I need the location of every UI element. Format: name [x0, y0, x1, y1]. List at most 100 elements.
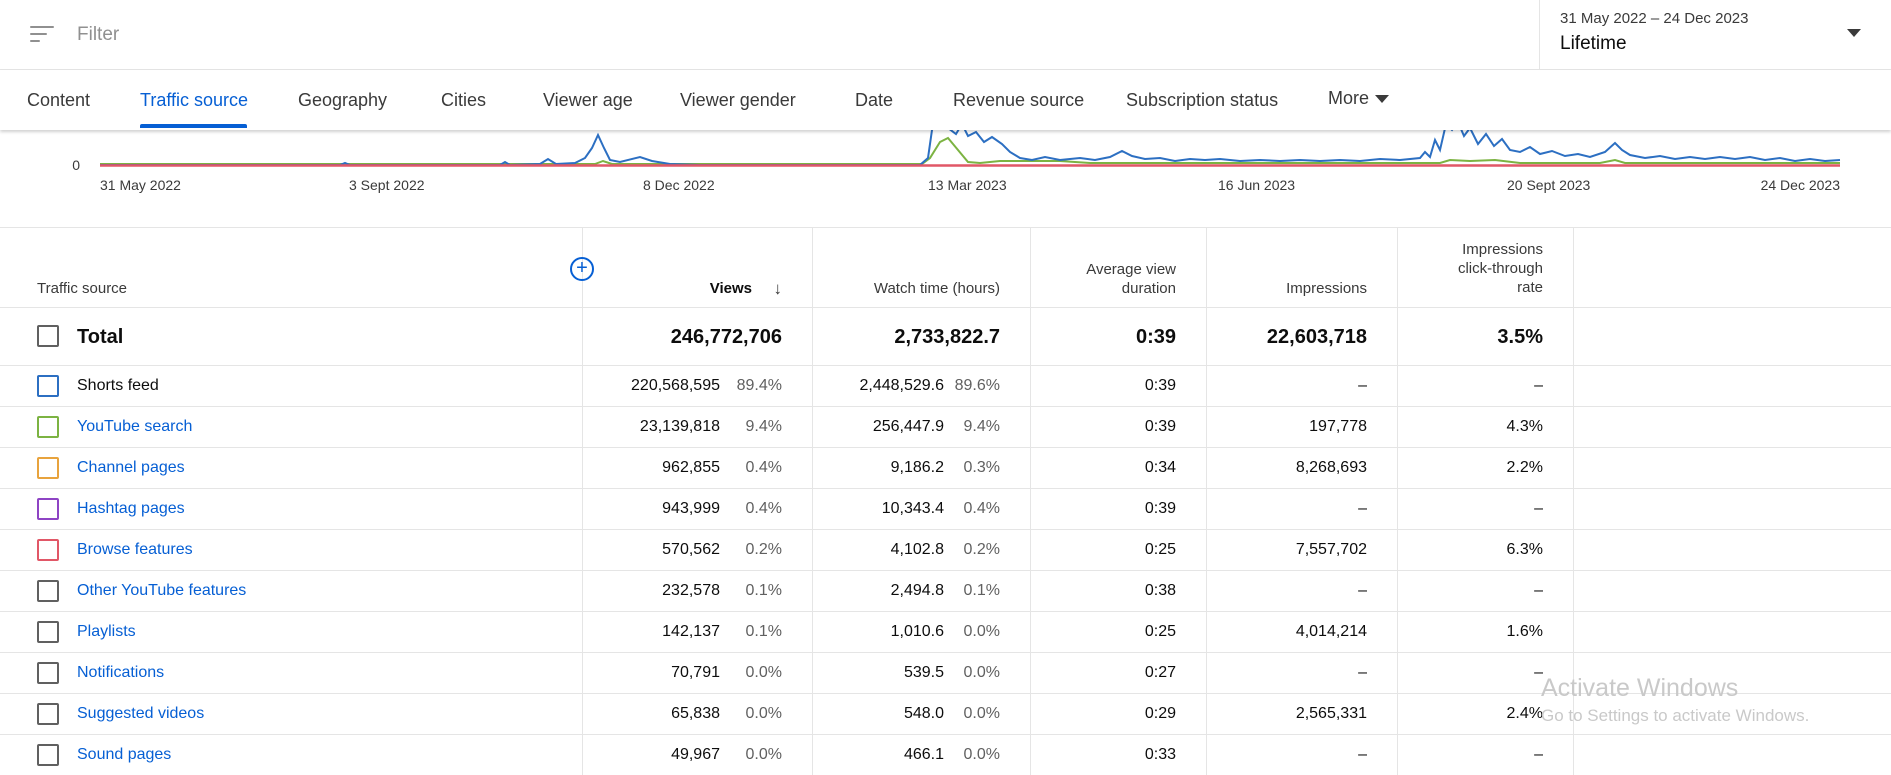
x-tick-label: 13 Mar 2023	[928, 177, 1007, 193]
date-range-selector[interactable]: 31 May 2022 – 24 Dec 2023 Lifetime	[1539, 0, 1891, 70]
table-row: Playlists 142,137 0.1% 1,010.6 0.0% 0:25…	[0, 611, 1891, 652]
cell-views-pct: 0.0%	[745, 664, 782, 681]
row-link-suggested-videos[interactable]: Suggested videos	[77, 705, 205, 722]
traffic-chart-svg: 0 31 May 2022 3 Sept 2022 8 Dec 2022 13 …	[72, 130, 1841, 193]
checkbox-notifications[interactable]	[37, 662, 59, 684]
cell-watch: 466.1	[903, 746, 944, 763]
cell-ctr: –	[1534, 377, 1543, 394]
cell-ctr: –	[1534, 582, 1543, 599]
x-tick-label: 20 Sept 2023	[1507, 177, 1591, 193]
x-tick-label: 3 Sept 2022	[349, 177, 425, 193]
cell-avg: 0:29	[1144, 705, 1176, 722]
tab-more[interactable]: More	[1328, 88, 1390, 109]
cell-watch: 2,448,529.6	[859, 377, 944, 394]
column-divider	[1206, 228, 1207, 775]
cell-ctr: 1.6%	[1506, 623, 1543, 640]
filter-input[interactable]: Filter	[77, 24, 120, 45]
series-line-shorts	[100, 130, 1841, 167]
tab-revenue-source[interactable]: Revenue source	[953, 90, 1085, 110]
checkbox-playlists[interactable]	[37, 621, 59, 643]
tab-geography[interactable]: Geography	[298, 90, 388, 110]
cell-avg: 0:27	[1144, 664, 1176, 681]
y-tick-zero: 0	[72, 157, 80, 173]
cell-watch-pct: 0.0%	[963, 623, 1000, 640]
row-label: Total	[77, 326, 124, 348]
table-row: Suggested videos 65,838 0.0% 548.0 0.0% …	[0, 693, 1891, 734]
cell-watch: 256,447.9	[872, 418, 944, 435]
header-ctr-line1[interactable]: Impressions	[1462, 241, 1543, 258]
cell-impressions: 7,557,702	[1295, 541, 1367, 558]
cell-watch-pct: 0.4%	[963, 500, 1000, 517]
checkbox-hashtag-pages[interactable]	[37, 498, 59, 520]
table-row-total: Total 246,772,706 2,733,822.7 0:39 22,60…	[0, 307, 1891, 365]
chevron-down-icon	[1375, 95, 1390, 104]
cell-ctr: 6.3%	[1506, 541, 1543, 558]
row-link-notifications[interactable]: Notifications	[77, 664, 165, 681]
cell-impressions: –	[1358, 582, 1367, 599]
cell-avg: 0:25	[1144, 623, 1176, 640]
column-divider	[1573, 228, 1574, 775]
column-divider	[582, 228, 583, 775]
cell-watch-pct: 9.4%	[963, 418, 1000, 435]
row-link-other-youtube-features[interactable]: Other YouTube features	[77, 582, 247, 599]
cell-impressions: –	[1358, 377, 1367, 394]
tab-content[interactable]: Content	[27, 90, 91, 110]
checkbox-suggested-videos[interactable]	[37, 703, 59, 725]
table-row: Shorts feed 220,568,595 89.4% 2,448,529.…	[0, 365, 1891, 406]
header-avg-duration-line1[interactable]: Average view	[1086, 261, 1176, 278]
cell-views: 70,791	[671, 664, 720, 681]
header-avg-duration-line2: duration	[1121, 280, 1176, 297]
tab-viewer-gender[interactable]: Viewer gender	[680, 90, 796, 110]
cell-views-pct: 0.1%	[745, 582, 782, 599]
table-row: Browse features 570,562 0.2% 4,102.8 0.2…	[0, 529, 1891, 570]
checkbox-sound-pages[interactable]	[37, 744, 59, 766]
cell-avg: 0:33	[1144, 746, 1176, 763]
row-link-browse-features[interactable]: Browse features	[77, 541, 193, 558]
cell-views-pct: 0.0%	[745, 705, 782, 722]
cell-impressions: –	[1358, 664, 1367, 681]
cell-ctr: 4.3%	[1506, 418, 1543, 435]
header-impressions[interactable]: Impressions	[1286, 280, 1367, 297]
checkbox-total[interactable]	[37, 325, 59, 347]
tab-cities[interactable]: Cities	[441, 90, 487, 110]
tab-date[interactable]: Date	[855, 90, 894, 110]
total-views: 246,772,706	[670, 326, 782, 348]
filter-lines-icon[interactable]	[30, 24, 54, 44]
cell-avg: 0:38	[1144, 582, 1176, 599]
table-row: Sound pages 49,967 0.0% 466.1 0.0% 0:33 …	[0, 734, 1891, 775]
header-views[interactable]: Views	[709, 280, 752, 297]
cell-avg: 0:25	[1144, 541, 1176, 558]
tab-subscription-status[interactable]: Subscription status	[1126, 90, 1279, 110]
row-label: Shorts feed	[77, 377, 159, 394]
dropdown-caret-icon[interactable]	[1847, 29, 1861, 37]
checkbox-shorts-feed[interactable]	[37, 375, 59, 397]
row-link-playlists[interactable]: Playlists	[77, 623, 136, 640]
cell-ctr: –	[1534, 500, 1543, 517]
sort-down-arrow-icon[interactable]: ↓	[773, 279, 783, 298]
date-period-label: Lifetime	[1560, 33, 1627, 54]
total-ctr: 3.5%	[1497, 326, 1543, 348]
checkbox-browse-features[interactable]	[37, 539, 59, 561]
cell-views: 962,855	[662, 459, 720, 476]
total-impressions: 22,603,718	[1266, 326, 1367, 348]
cell-watch-pct: 0.2%	[963, 541, 1000, 558]
row-link-youtube-search[interactable]: YouTube search	[77, 418, 193, 435]
cell-avg: 0:34	[1144, 459, 1176, 476]
checkbox-youtube-search[interactable]	[37, 416, 59, 438]
cell-views: 49,967	[671, 746, 720, 763]
checkbox-channel-pages[interactable]	[37, 457, 59, 479]
header-watch-time[interactable]: Watch time (hours)	[873, 280, 1000, 297]
row-link-channel-pages[interactable]: Channel pages	[77, 459, 185, 476]
series-line-search	[100, 136, 1840, 165]
checkbox-other-youtube-features[interactable]	[37, 580, 59, 602]
tab-more-label: More	[1328, 88, 1370, 108]
cell-watch: 10,343.4	[881, 500, 944, 517]
cell-watch-pct: 0.1%	[963, 582, 1000, 599]
x-tick-label: 24 Dec 2023	[1761, 177, 1841, 193]
row-link-sound-pages[interactable]: Sound pages	[77, 746, 172, 763]
cell-impressions: 2,565,331	[1295, 705, 1367, 722]
tab-viewer-age[interactable]: Viewer age	[543, 90, 633, 110]
row-link-hashtag-pages[interactable]: Hashtag pages	[77, 500, 185, 517]
tab-traffic-source[interactable]: Traffic source	[140, 90, 249, 110]
add-metric-icon[interactable]: +	[570, 257, 594, 281]
